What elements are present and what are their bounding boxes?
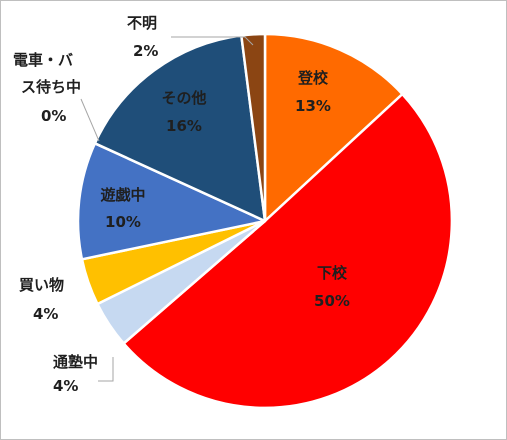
slice-label-7: 不明	[127, 14, 157, 32]
leader-line-2	[98, 357, 114, 382]
pie-slice-4	[76, 142, 267, 261]
pie-slice-1	[122, 92, 454, 410]
leader-line-7	[171, 36, 254, 46]
slice-value-0: 13%	[295, 97, 331, 115]
slice-value-3: 4%	[33, 305, 58, 323]
slice-label-5-0: 電車・バ	[13, 51, 73, 69]
slice-value-2: 4%	[53, 377, 78, 395]
slice-value-1: 50%	[314, 292, 350, 310]
pie-slice-7	[240, 32, 267, 223]
slice-label-0: 登校	[297, 69, 329, 87]
slice-value-5: 0%	[41, 107, 66, 125]
slice-label-1: 下校	[317, 264, 348, 282]
slice-value-6: 16%	[166, 117, 202, 135]
slice-value-7: 2%	[133, 42, 158, 60]
slice-value-4: 10%	[105, 213, 141, 231]
slice-label-6: その他	[161, 89, 206, 107]
pie-slice-6	[93, 34, 267, 223]
slice-label-5-1: ス待ち中	[21, 78, 81, 96]
slice-label-4: 遊戯中	[100, 186, 145, 204]
leader-line-5	[80, 98, 100, 142]
slice-label-3: 買い物	[19, 276, 64, 294]
pie-slice-0	[263, 32, 404, 223]
slice-label-2: 通塾中	[53, 353, 98, 371]
